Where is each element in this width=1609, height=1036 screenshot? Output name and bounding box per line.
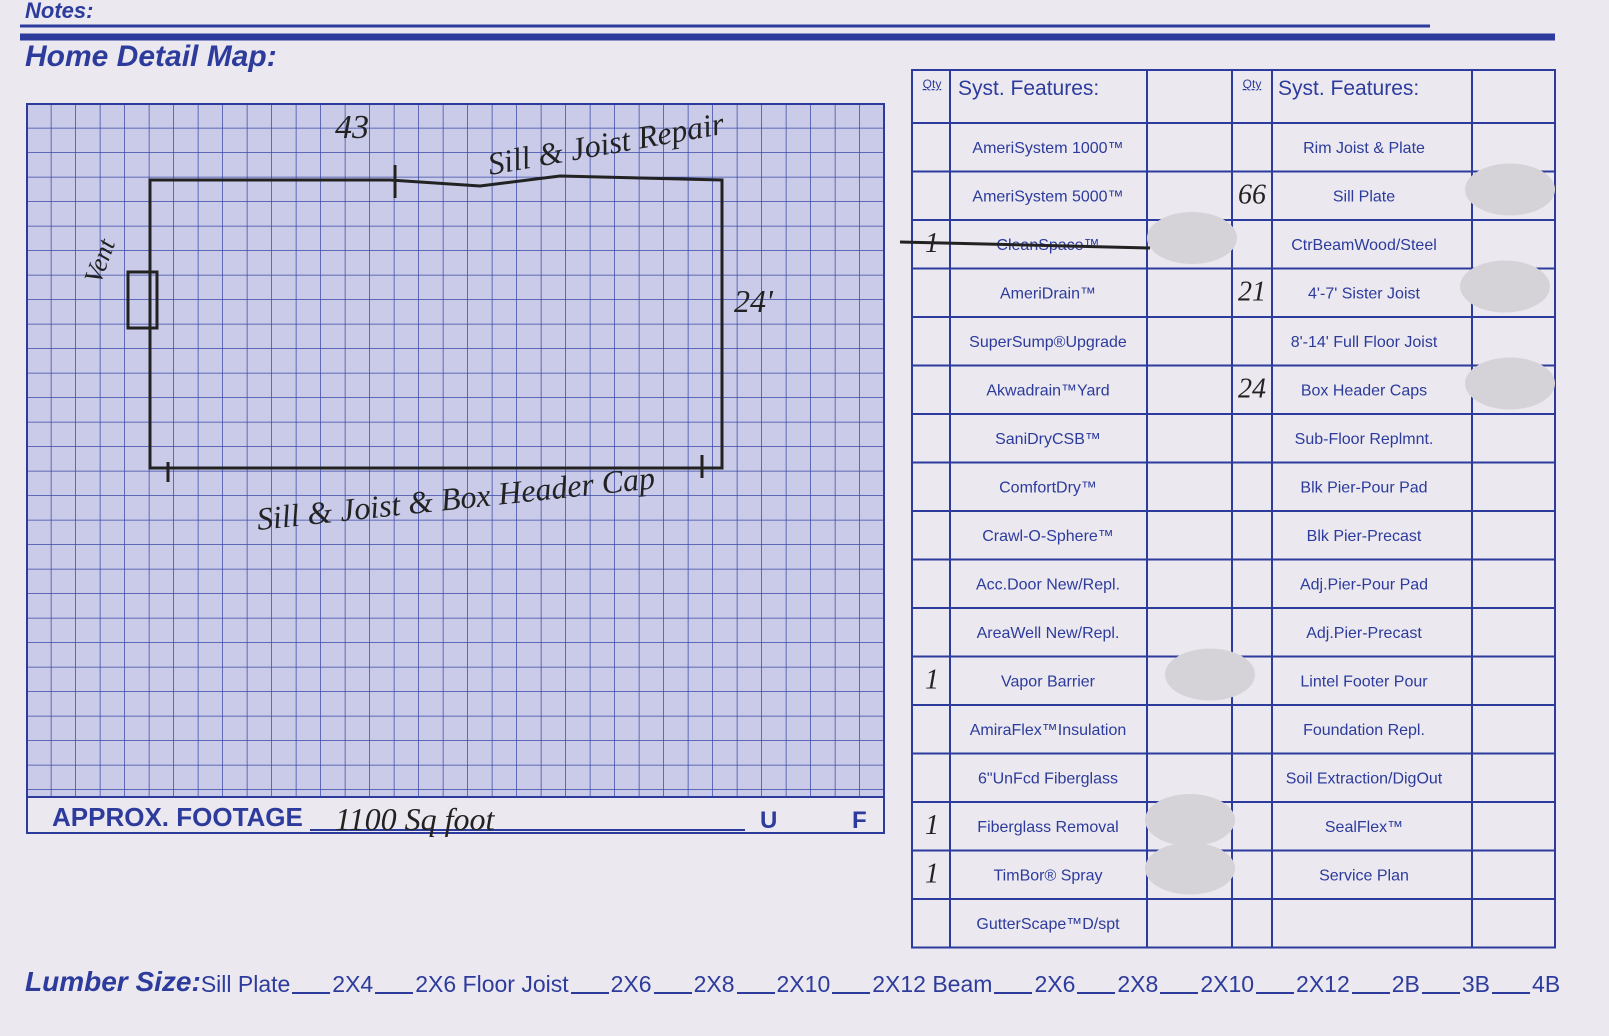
footage-value: 1100 Sq foot: [335, 801, 496, 837]
lumber-item: 2B: [1391, 971, 1420, 997]
feature: SealFlex™: [1325, 819, 1403, 836]
feature: Blk Pier-Pour Pad: [1300, 480, 1427, 497]
feature: GutterScape™D/spt: [976, 916, 1120, 933]
blank: [1351, 992, 1390, 994]
table-frame: [911, 69, 1556, 949]
feature: Acc.Door New/Repl.: [976, 577, 1120, 594]
column-header: Syst. Features:: [1278, 77, 1419, 100]
unit: U: [760, 807, 777, 834]
redaction: [1145, 794, 1235, 846]
feature: ComfortDry™: [999, 480, 1097, 497]
features-table: Qty Syst. Features: AmeriSystem 1000™ Ameri…: [899, 69, 1556, 949]
redaction: [1465, 163, 1555, 216]
redaction: [1145, 842, 1235, 895]
feature: Adj.Pier-Pour Pad: [1300, 577, 1428, 594]
blank: [1492, 992, 1531, 994]
qty: 1: [925, 859, 939, 890]
notes-label: Notes:: [25, 0, 93, 23]
qty: 1: [925, 810, 939, 841]
map-title: Home Detail Map:: [25, 40, 277, 73]
qty: 21: [1238, 277, 1266, 308]
lumber-label: Lumber Size:: [25, 966, 201, 997]
blank: [292, 992, 331, 994]
feature: AmeriSystem 5000™: [972, 189, 1123, 206]
lumber-line: Lumber Size: Sill Plate 2X4 2X6 Floor Joist…: [25, 966, 1560, 998]
lumber-item: 2X6: [1034, 971, 1076, 997]
lumber-item: 3B: [1461, 971, 1491, 997]
feature: Service Plan: [1319, 868, 1409, 885]
feature: Blk Pier-Precast: [1307, 528, 1422, 545]
lumber-item: 2X6: [610, 971, 652, 997]
column-header: Syst. Features:: [958, 77, 1099, 100]
blank: [653, 992, 692, 994]
blank: [1256, 992, 1295, 994]
qty-header: Qty: [1243, 77, 1262, 91]
unit: F: [852, 807, 867, 834]
lumber-item: 2X8: [1117, 971, 1159, 997]
blank: [832, 992, 871, 994]
feature: SuperSump®Upgrade: [969, 334, 1127, 351]
feature: SaniDryCSB™: [995, 431, 1101, 448]
feature: 6"UnFcd Fiberglass: [978, 771, 1118, 788]
feature: Crawl-O-Sphere™: [982, 528, 1114, 545]
strike: [899, 240, 1151, 250]
blank: [1160, 992, 1199, 994]
lumber-item: 2X8: [693, 971, 735, 997]
feature: Sill Plate: [1333, 189, 1395, 206]
qty-header: Qty: [923, 77, 942, 91]
feature: Vapor Barrier: [1001, 674, 1096, 691]
feature: Soil Extraction/DigOut: [1286, 771, 1443, 788]
feature: AreaWell New/Repl.: [977, 625, 1120, 642]
lumber-item: 2X4: [332, 971, 374, 997]
redaction: [1147, 212, 1237, 264]
qty: 66: [1238, 180, 1266, 211]
lumber-item: 2X10: [776, 971, 831, 997]
blank: [736, 992, 775, 994]
feature: Fiberglass Removal: [977, 819, 1118, 836]
blank: [1421, 992, 1460, 994]
handwriting: 24': [734, 283, 774, 319]
feature: Lintel Footer Pour: [1300, 674, 1428, 691]
feature: TimBor® Spray: [994, 868, 1103, 885]
feature: 4'-7' Sister Joist: [1308, 286, 1420, 303]
feature: CtrBeamWood/Steel: [1291, 237, 1437, 254]
blank: [1077, 992, 1116, 994]
lumber-item: 2X6 Floor Joist: [415, 971, 569, 997]
feature: Sub-Floor Replmnt.: [1295, 431, 1434, 448]
footage-label: APPROX. FOOTAGE: [52, 802, 303, 832]
lumber-item: 2X12 Beam: [872, 971, 993, 997]
sketch: [126, 165, 724, 482]
grid: [26, 103, 885, 798]
feature: Foundation Repl.: [1303, 722, 1425, 739]
feature: AmeriDrain™: [1000, 286, 1096, 303]
feature: Rim Joist & Plate: [1303, 140, 1425, 157]
handwriting: 43: [335, 109, 369, 146]
feature: Box Header Caps: [1301, 383, 1427, 400]
qty: 24: [1238, 374, 1266, 405]
redaction: [1165, 648, 1255, 701]
feature: AmeriSystem 1000™: [972, 140, 1123, 157]
feature: AmiraFlex™Insulation: [970, 722, 1127, 739]
blank: [994, 992, 1033, 994]
blank: [375, 992, 414, 994]
lumber-item: 2X12: [1296, 971, 1350, 997]
lumber-item: Sill Plate: [200, 971, 291, 997]
feature: Akwadrain™Yard: [986, 383, 1109, 400]
feature: Adj.Pier-Precast: [1306, 625, 1422, 642]
blank: [570, 992, 609, 994]
lumber-item: 4B: [1532, 971, 1561, 997]
redaction: [1460, 260, 1550, 313]
footage-box: [26, 796, 885, 834]
lumber-item: 2X10: [1200, 971, 1255, 997]
redaction: [1465, 357, 1555, 410]
feature: 8'-14' Full Floor Joist: [1291, 334, 1438, 351]
qty: 1: [925, 665, 939, 696]
